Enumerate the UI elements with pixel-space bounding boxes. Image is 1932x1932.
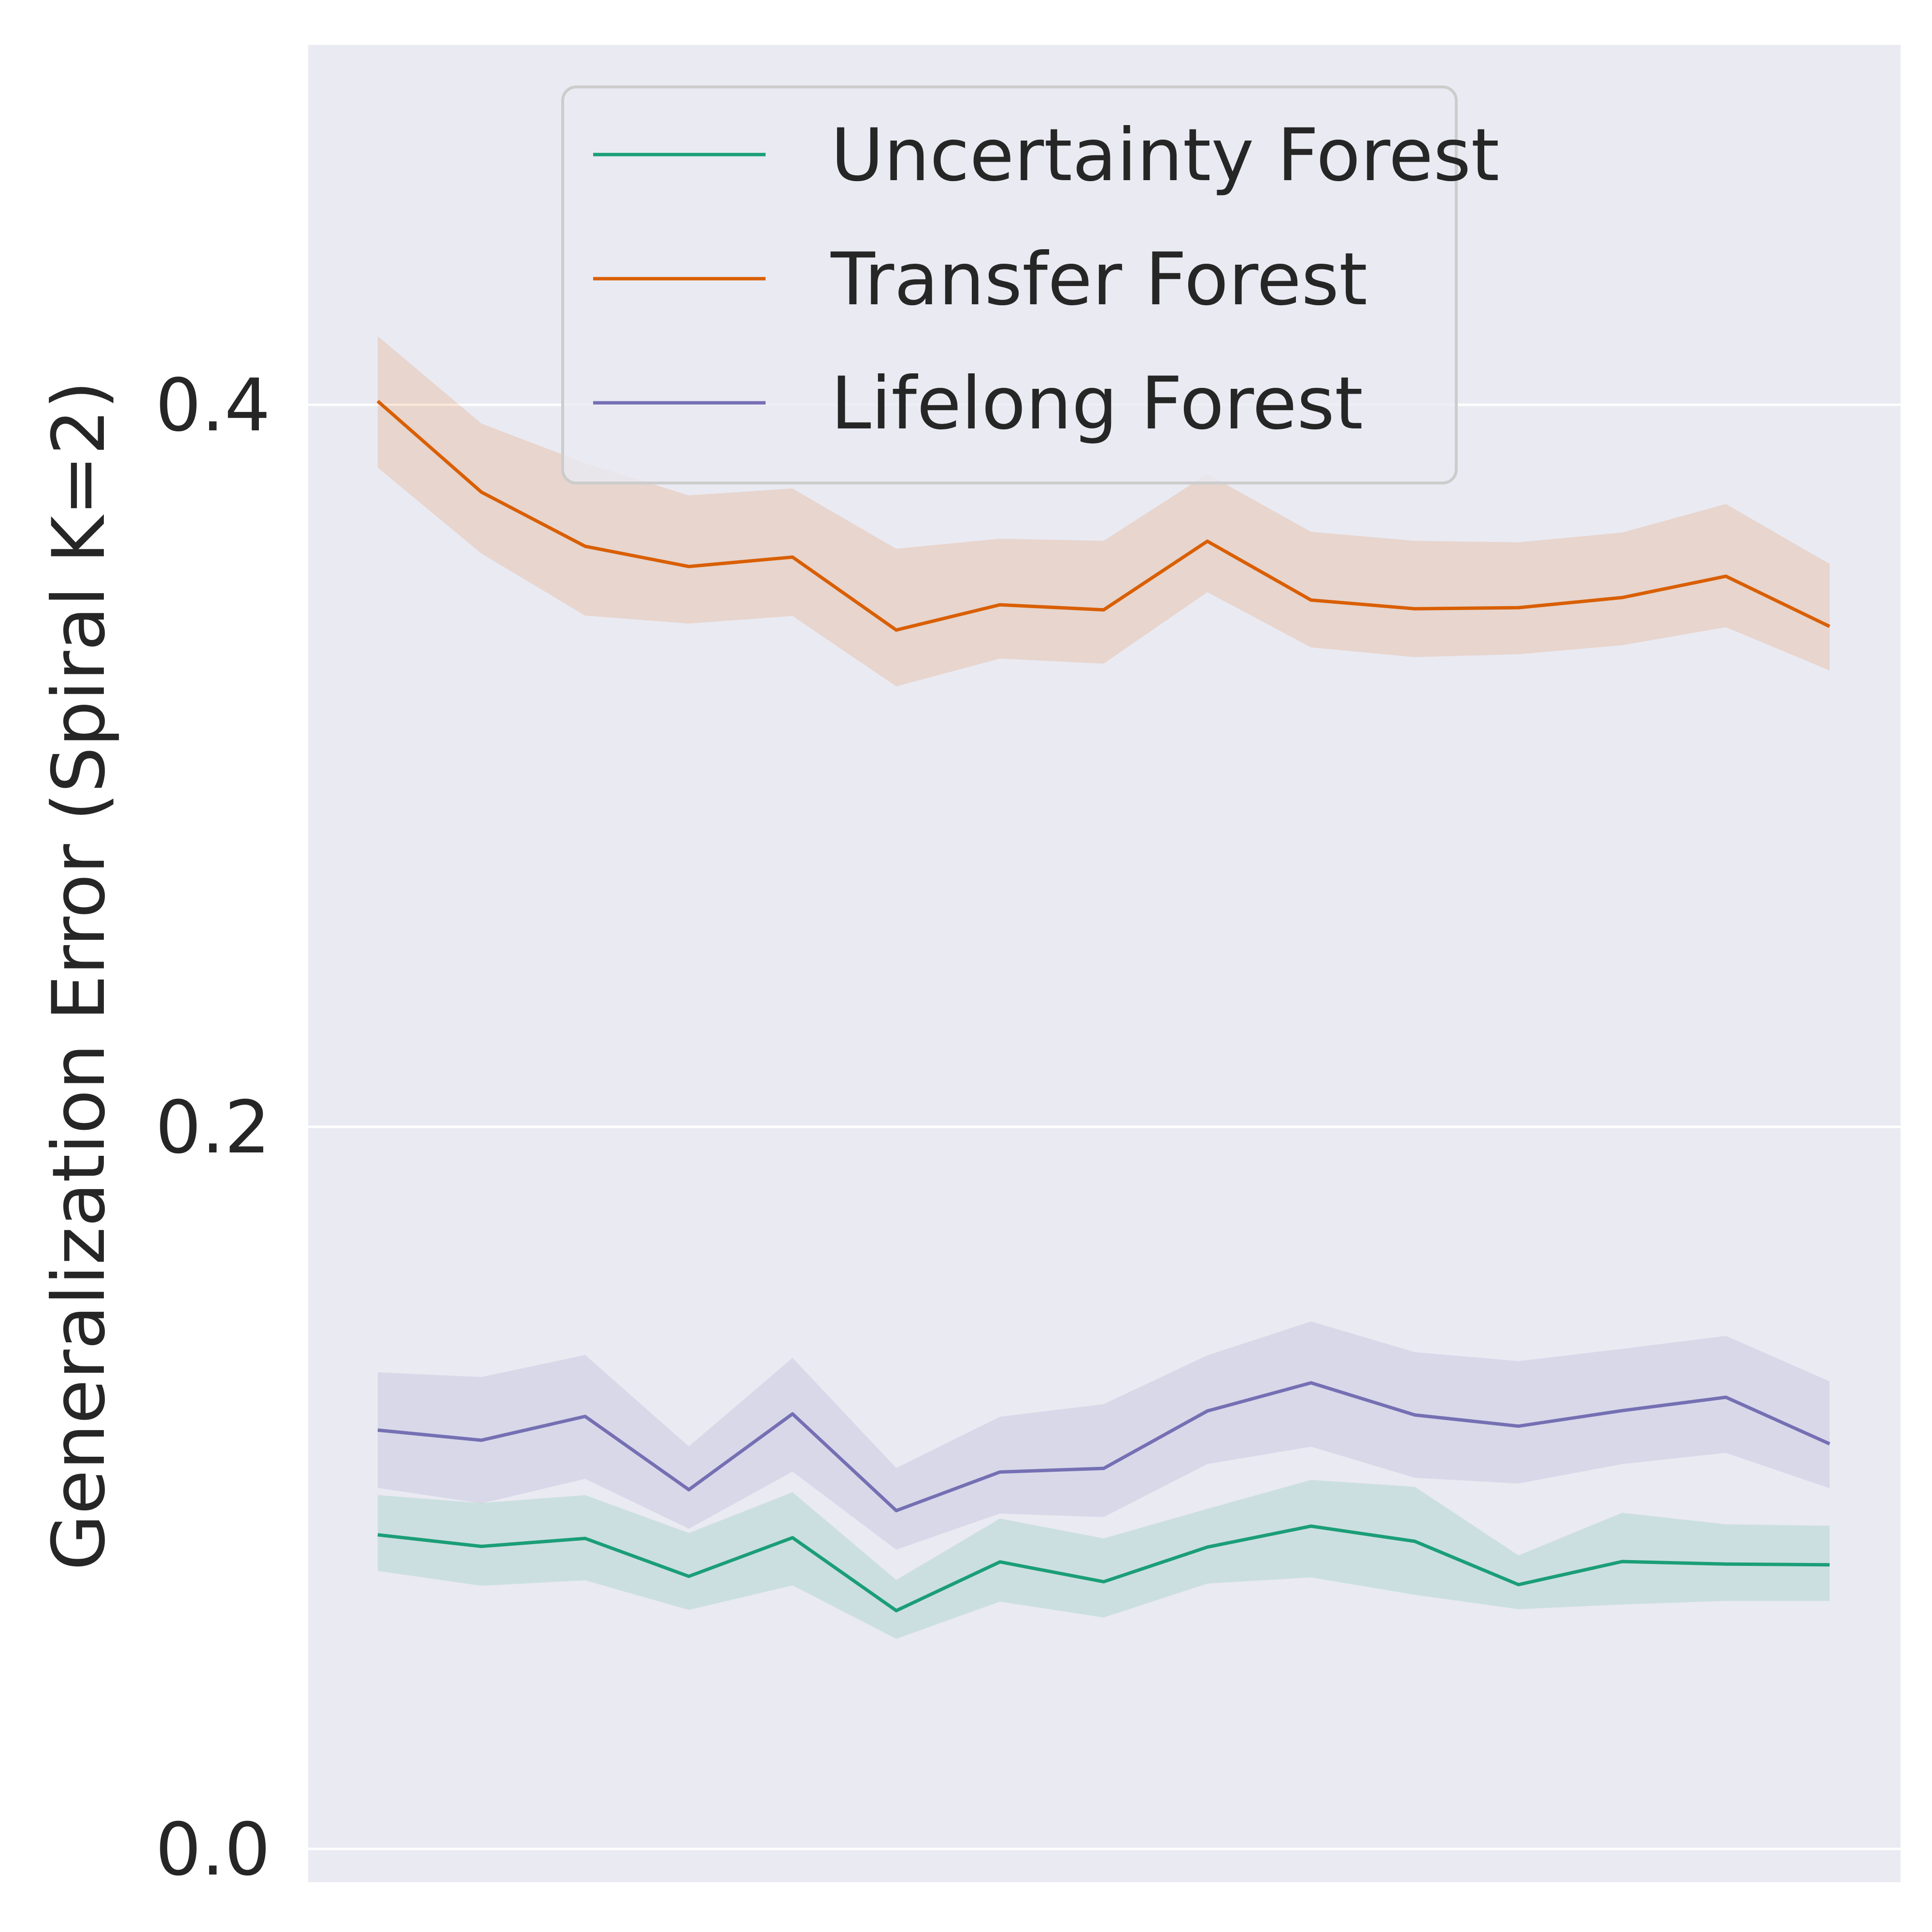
series-lines: [376, 399, 1831, 1613]
series-line: [376, 399, 1831, 632]
y-tick-labels: 0.0 0.2 0.4: [155, 364, 270, 1892]
confidence-band: [378, 336, 1830, 687]
y-tick-label: 0.4: [155, 364, 270, 448]
series-line: [377, 1524, 1830, 1613]
confidence-band: [378, 1480, 1830, 1639]
y-tick-label: 0.0: [155, 1808, 270, 1892]
legend-label: Transfer Forest: [830, 238, 1367, 322]
y-axis-label: Generalization Error (Spiral K=2): [37, 381, 121, 1570]
legend: Uncertainty Forest Transfer Forest Lifelon…: [561, 85, 1499, 484]
legend-label: Uncertainty Forest: [831, 114, 1499, 198]
y-tick-label: 0.2: [155, 1086, 270, 1170]
legend-label: Lifelong Forest: [831, 362, 1363, 446]
series-line: [377, 1381, 1831, 1513]
legend-box: [561, 85, 1458, 484]
confidence-band: [378, 1321, 1830, 1550]
confidence-bands: [378, 336, 1830, 1639]
